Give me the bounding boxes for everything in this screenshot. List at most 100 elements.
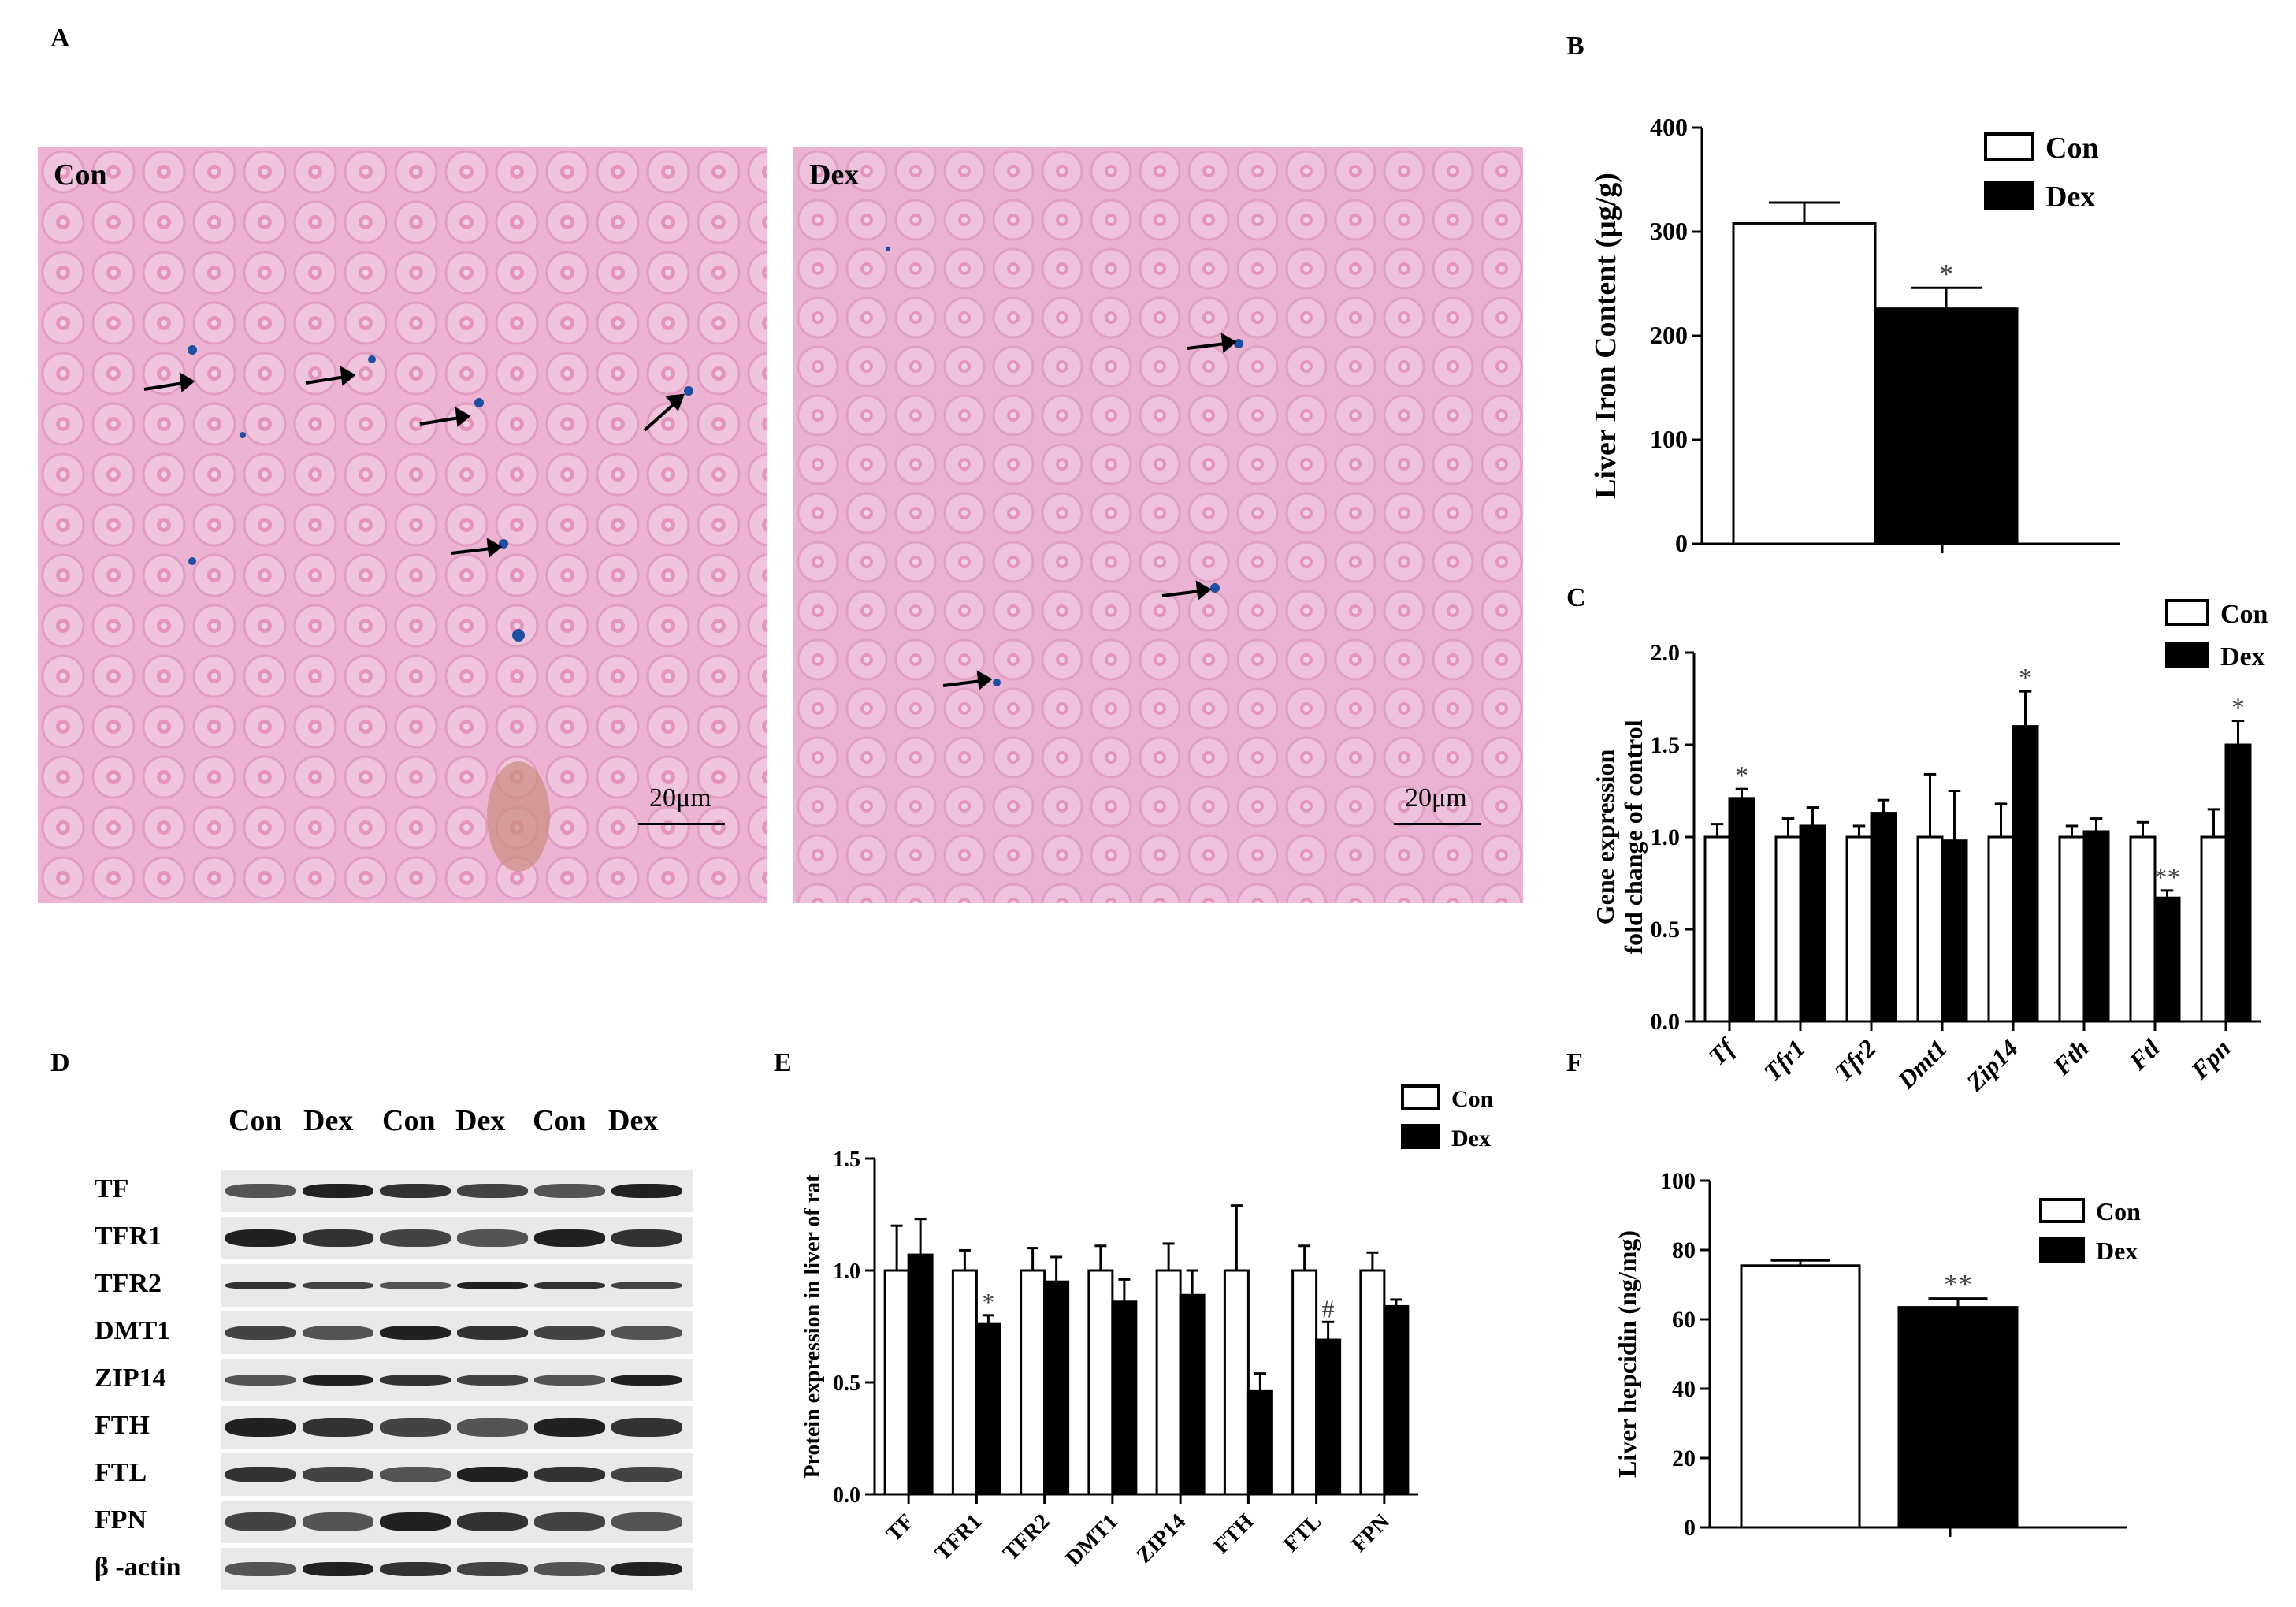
blot-band [457,1184,528,1198]
b-bar-dex [1874,307,2019,545]
blot-band [225,1467,296,1482]
e-bar-con [883,1269,910,1496]
c-y-tick-label: 0.5 [1651,917,1681,943]
c-legend-swatch-dex [2165,642,2209,668]
c-bar-dex [1941,839,1968,1023]
blot-strip [221,1170,693,1212]
blot-band [611,1229,682,1247]
c-significance-mark: ** [2154,863,2181,892]
f-legend-swatch-dex [2039,1237,2085,1263]
c-legend-swatch-con [2165,599,2209,626]
blot-band [225,1375,296,1386]
f-y-tick-label: 20 [1672,1445,1696,1471]
e-bar-con [1020,1269,1046,1496]
e-bar-dex [907,1253,934,1496]
blot-band [380,1184,451,1198]
blot-row-label: TF [95,1174,129,1203]
blot-band [611,1184,682,1198]
e-bar-dex [1383,1304,1410,1496]
blot-band [303,1326,373,1340]
blot-band [303,1562,373,1576]
e-bar-con [1291,1269,1318,1496]
blot-band [457,1229,528,1247]
e-bar-con [1087,1269,1114,1496]
e-category-label: TFR1 [931,1509,986,1565]
f-y-tick-label: 60 [1672,1307,1696,1333]
blot-band [380,1562,451,1576]
c-category-label: Tfr1 [1758,1033,1811,1086]
chart-f-svg: 0 20 40 60 80 100 Liver hepcidin (ng/mg) ** Con D… [1613,1168,2141,1541]
b-significance-mark: * [1939,258,1953,289]
e-bar-dex [975,1322,1001,1496]
c-category-label: Tfr2 [1829,1033,1882,1086]
c-category-label: Fpn [2185,1033,2236,1084]
scale-bar-dex [1394,823,1481,825]
blot-band [457,1375,528,1386]
blot-row-label: ZIP14 [95,1363,166,1393]
blot-band [303,1512,373,1531]
c-category-label: Fth [2047,1033,2094,1081]
e-bar-con [1155,1269,1182,1496]
blot-row-label: TFR1 [95,1222,162,1251]
e-category-label: TFR2 [998,1509,1054,1565]
blot-lane-header: Con [382,1104,436,1137]
c-bar-con [1916,835,1944,1023]
blot-band [303,1467,373,1482]
panel-letter-e: E [774,1048,792,1077]
micrograph-dex-image [793,147,1523,903]
blot-lane-header: Dex [303,1104,354,1137]
c-significance-mark: * [1735,761,1748,790]
e-bar-dex [1315,1338,1342,1496]
blot-band [225,1229,296,1247]
panel-letter-a: A [50,24,70,53]
blot-band [534,1229,605,1247]
blot-strip [221,1264,693,1307]
blot-row-label: FPN [95,1505,147,1534]
blot-row-label: TFR2 [95,1269,162,1298]
b-y-tick-label: 100 [1650,425,1688,453]
scale-bar-con [638,823,725,825]
blot-band [303,1229,373,1247]
e-category-label: TF [882,1509,919,1546]
c-category-label: Dmt1 [1891,1033,1952,1095]
blot-band [225,1418,296,1437]
blot-band [380,1282,451,1289]
blot-band [457,1418,528,1437]
c-bar-con [2058,835,2086,1023]
blot-band [457,1562,528,1576]
b-legend-swatch-con [1984,132,2034,161]
blot-band [611,1282,682,1289]
blot-row-label: FTL [95,1458,147,1487]
f-y-axis-label: Liver hepcidin (ng/mg) [1613,1230,1641,1478]
e-category-label: FPN [1347,1509,1394,1557]
b-y-tick-label: 300 [1650,217,1688,245]
e-bar-dex [1043,1280,1070,1496]
blot-band [225,1562,296,1576]
scale-label-dex: 20μm [1405,783,1467,813]
scale-label-con: 20μm [649,783,711,813]
f-legend-label-con: Con [2096,1197,2141,1226]
e-y-tick-label: 1.0 [833,1259,860,1284]
c-bar-dex [1799,824,1826,1023]
blot-band [303,1282,373,1289]
blot-strip [221,1359,693,1401]
chart-e: 0.0 0.5 1.0 1.5 Protein expression in liver … [788,1084,1497,1592]
f-y-tick-label: 40 [1672,1376,1696,1402]
e-bar-con [1359,1269,1386,1496]
micrograph-dex-label: Dex [809,158,860,192]
micrograph-dex: Dex 20μm [793,147,1523,903]
c-y-tick-label: 1.0 [1651,824,1681,850]
blot-strip [221,1501,693,1543]
b-y-axis-label: Liver Iron Content (μg/g) [1589,173,1622,499]
blot-band [611,1326,682,1340]
panel-letter-b: B [1566,32,1585,61]
c-bar-dex [2153,896,2181,1023]
blot-strip [221,1311,693,1354]
e-legend-label-con: Con [1451,1086,1494,1112]
blot-band [611,1467,682,1482]
blot-strip [221,1217,693,1259]
micrograph-con-label: Con [54,158,107,192]
e-legend-label-dex: Dex [1451,1125,1491,1151]
blot-band [380,1229,451,1247]
f-y-tick-label: 0 [1684,1515,1696,1541]
